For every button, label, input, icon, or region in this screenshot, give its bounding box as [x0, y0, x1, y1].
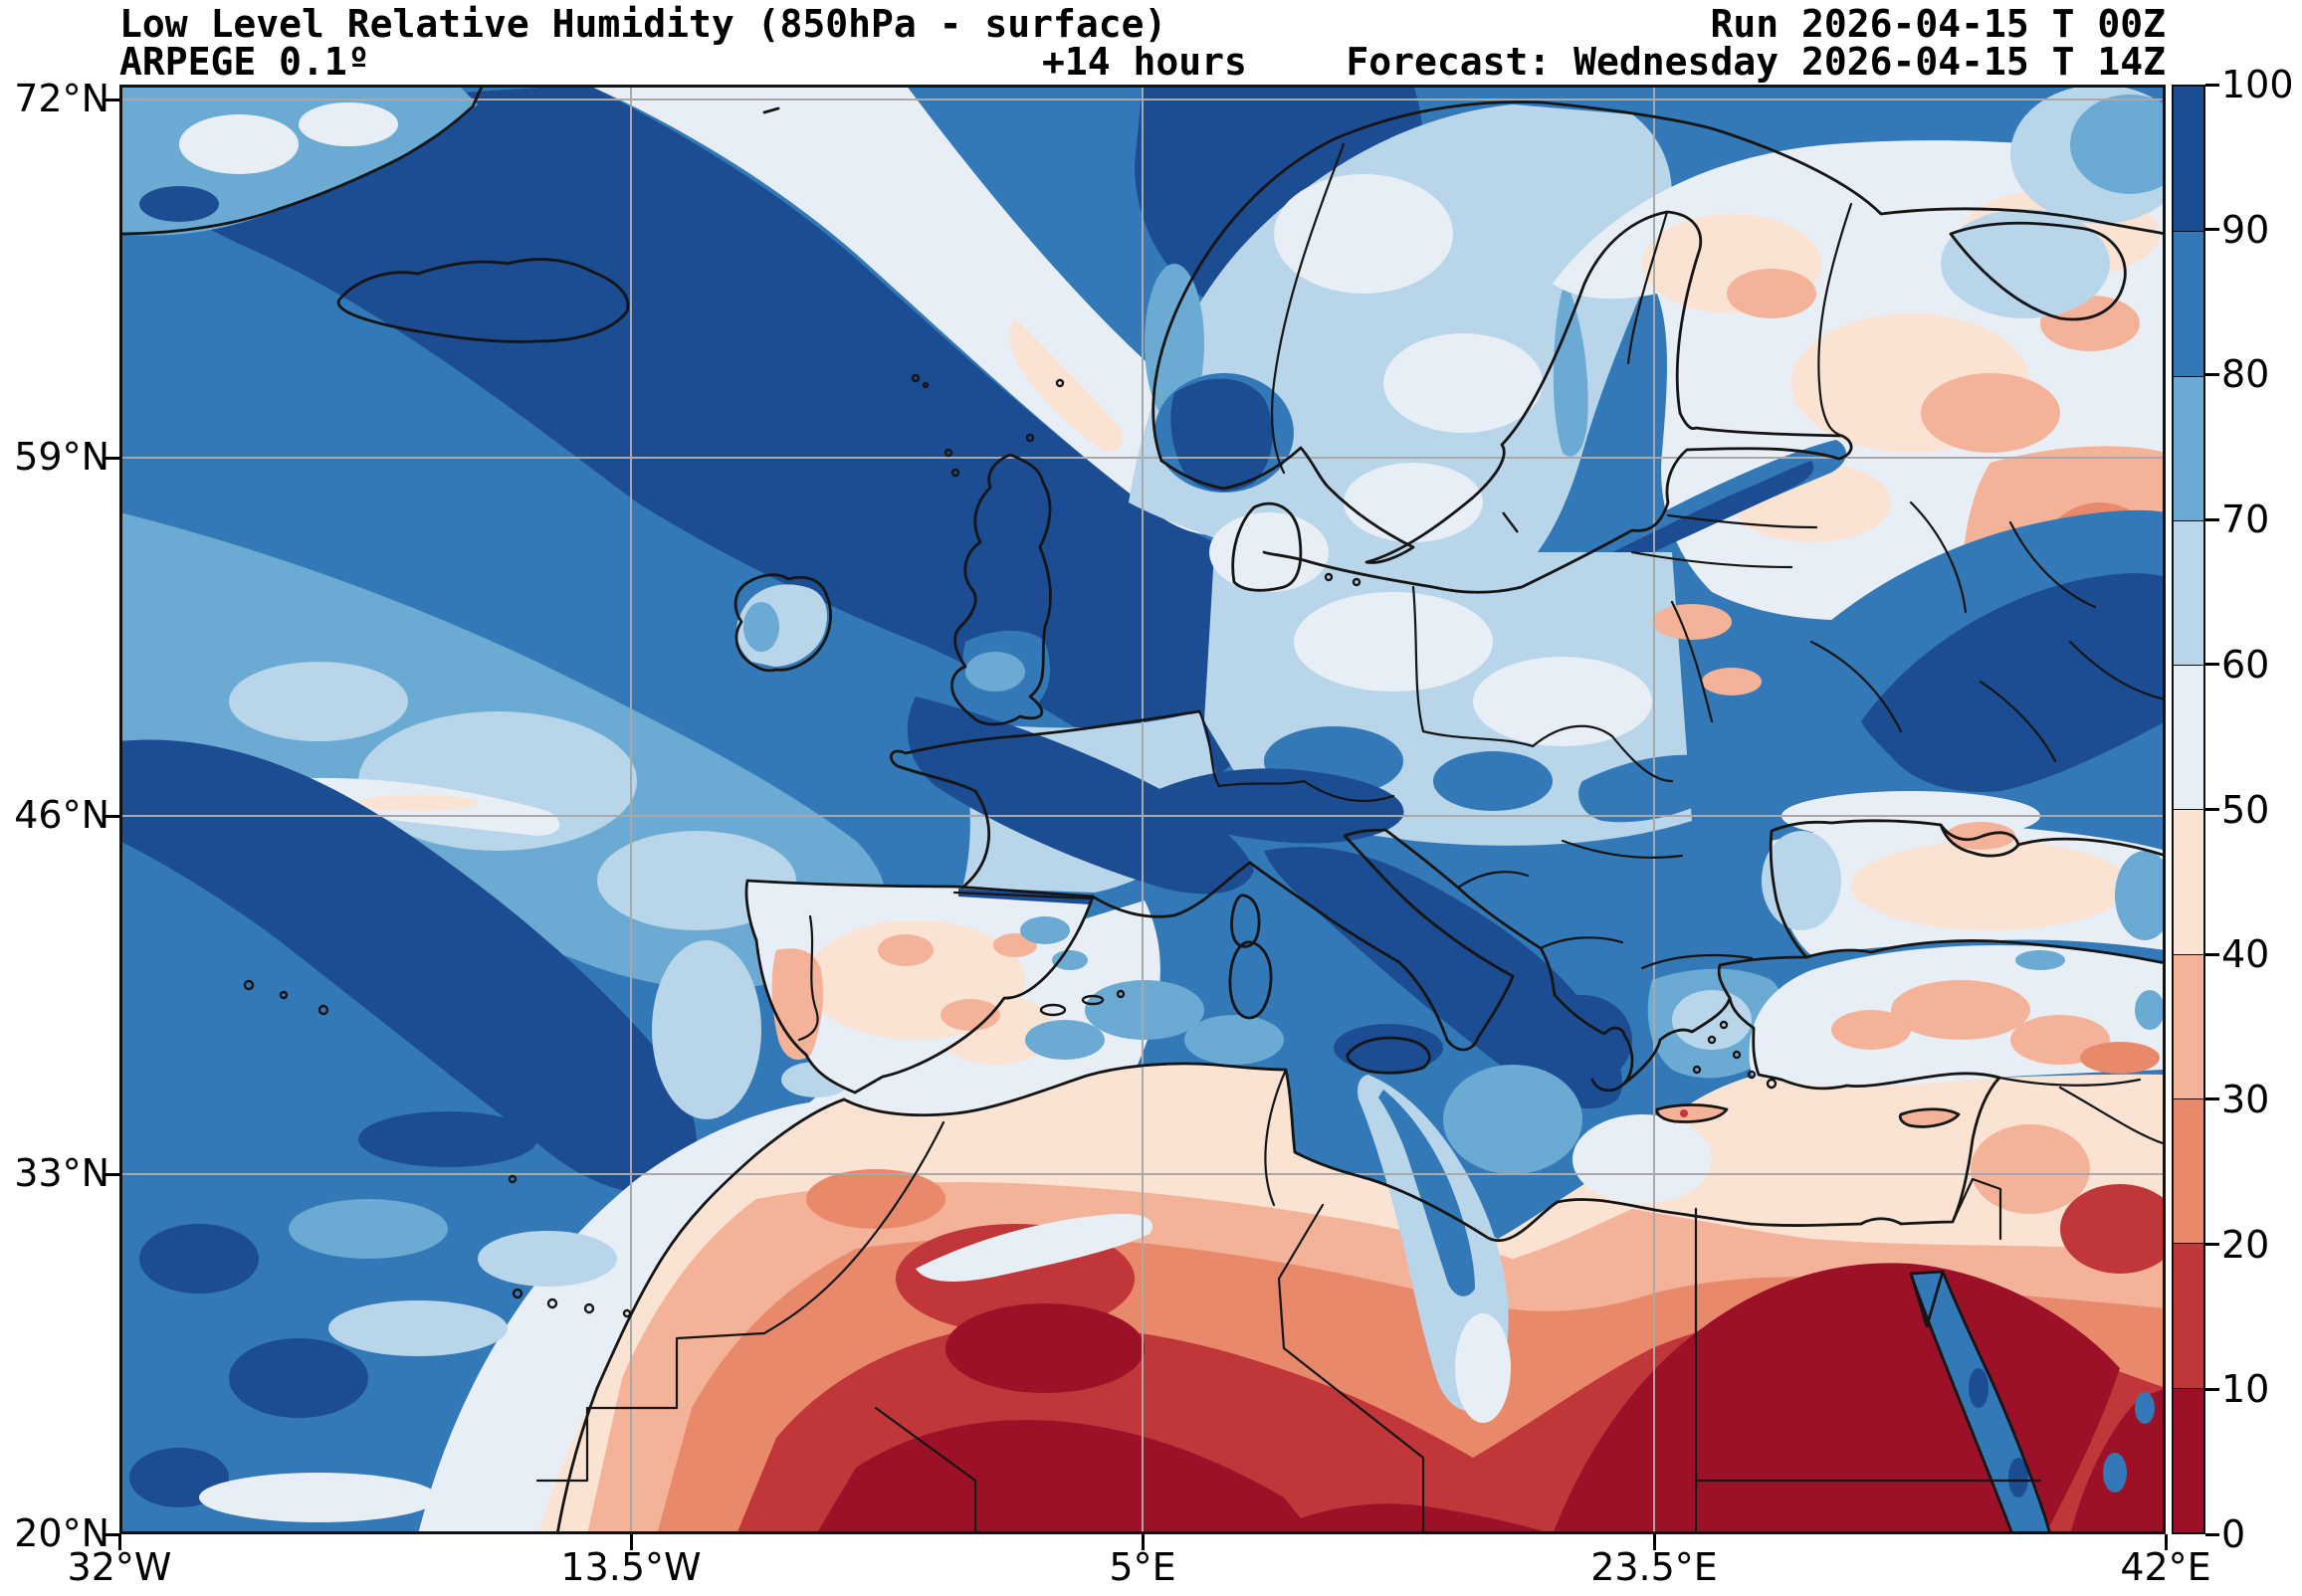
- graticule: [119, 85, 2166, 1534]
- colorbar-band-10-20: [2174, 1243, 2203, 1388]
- map-canvas: [119, 85, 2166, 1534]
- model-label: ARPEGE 0.1º: [119, 40, 370, 84]
- colorbar-tick-label: 50: [2221, 787, 2270, 832]
- colorbar-tick: [2205, 517, 2219, 521]
- colorbar-band-60-70: [2174, 519, 2203, 666]
- colorbar-tick: [2205, 83, 2219, 87]
- colorbar-band-70-80: [2174, 375, 2203, 520]
- y-axis-tick: [104, 98, 119, 101]
- colorbar-tick: [2205, 808, 2219, 811]
- y-axis-label: 46°N: [14, 793, 109, 837]
- colorbar: [2172, 85, 2205, 1534]
- colorbar-band-80-90: [2174, 231, 2203, 376]
- run-label: Run 2026-04-15 T 00Z: [1710, 2, 2166, 46]
- colorbar-tick-label: 90: [2221, 207, 2270, 252]
- colorbar-band-30-40: [2174, 953, 2203, 1099]
- x-axis-label: 5°E: [1109, 1545, 1176, 1589]
- y-axis-tick: [104, 814, 119, 818]
- x-axis-label: 23.5°E: [1590, 1545, 1718, 1589]
- colorbar-tick: [2205, 1243, 2219, 1247]
- colorbar-tick-label: 0: [2221, 1512, 2246, 1556]
- coastlines: [119, 85, 2166, 1534]
- y-axis-tick: [104, 456, 119, 460]
- colorbar-tick-label: 30: [2221, 1077, 2270, 1121]
- europe-contours: [735, 509, 2166, 1174]
- y-axis-tick: [104, 1172, 119, 1176]
- y-axis-label: 33°N: [14, 1151, 109, 1195]
- x-axis-label: 13.5°W: [560, 1545, 702, 1589]
- colorbar-tick: [2205, 1097, 2219, 1101]
- x-axis-tick: [117, 1534, 121, 1550]
- x-axis-tick: [2164, 1534, 2168, 1550]
- map-area: [119, 85, 2166, 1534]
- y-axis-tick: [104, 1532, 119, 1536]
- y-axis-label: 59°N: [14, 435, 109, 479]
- colorbar-tick: [2205, 663, 2219, 667]
- forecast-label: Forecast: Wednesday 2026-04-15 T 14Z: [1346, 40, 2166, 84]
- x-axis-tick: [1141, 1534, 1145, 1550]
- colorbar-tick-label: 20: [2221, 1222, 2270, 1267]
- x-axis-label: 32°W: [67, 1545, 172, 1589]
- colorbar-tick-label: 60: [2221, 642, 2270, 687]
- colorbar-tick: [2205, 952, 2219, 956]
- y-axis-label: 72°N: [14, 77, 109, 120]
- colorbar-band-20-30: [2174, 1098, 2203, 1244]
- colorbar-tick-label: 80: [2221, 352, 2270, 397]
- colorbar-tick-label: 10: [2221, 1367, 2270, 1412]
- colorbar-band-90-100: [2174, 87, 2203, 232]
- colorbar-band-50-60: [2174, 665, 2203, 810]
- colorbar-tick: [2205, 372, 2219, 376]
- y-axis-label: 20°N: [14, 1511, 109, 1555]
- colorbar-tick: [2205, 228, 2219, 232]
- colorbar-tick-label: 100: [2221, 63, 2294, 106]
- colorbar-band-40-50: [2174, 809, 2203, 954]
- x-axis-tick: [1652, 1534, 1656, 1550]
- country-borders: [535, 142, 2166, 1534]
- map-frame: [119, 85, 2166, 1534]
- colorbar-tick-label: 40: [2221, 932, 2270, 977]
- chart-title: Low Level Relative Humidity (850hPa - su…: [119, 2, 1167, 46]
- colorbar-band-0-10: [2174, 1387, 2203, 1532]
- x-axis-label: 42°E: [2120, 1545, 2211, 1589]
- colorbar-tick: [2205, 1532, 2219, 1536]
- x-axis-tick: [629, 1534, 633, 1550]
- colorbar-tick-label: 70: [2221, 498, 2270, 542]
- lead-time-label: +14 hours: [1042, 40, 1247, 84]
- colorbar-tick: [2205, 1387, 2219, 1391]
